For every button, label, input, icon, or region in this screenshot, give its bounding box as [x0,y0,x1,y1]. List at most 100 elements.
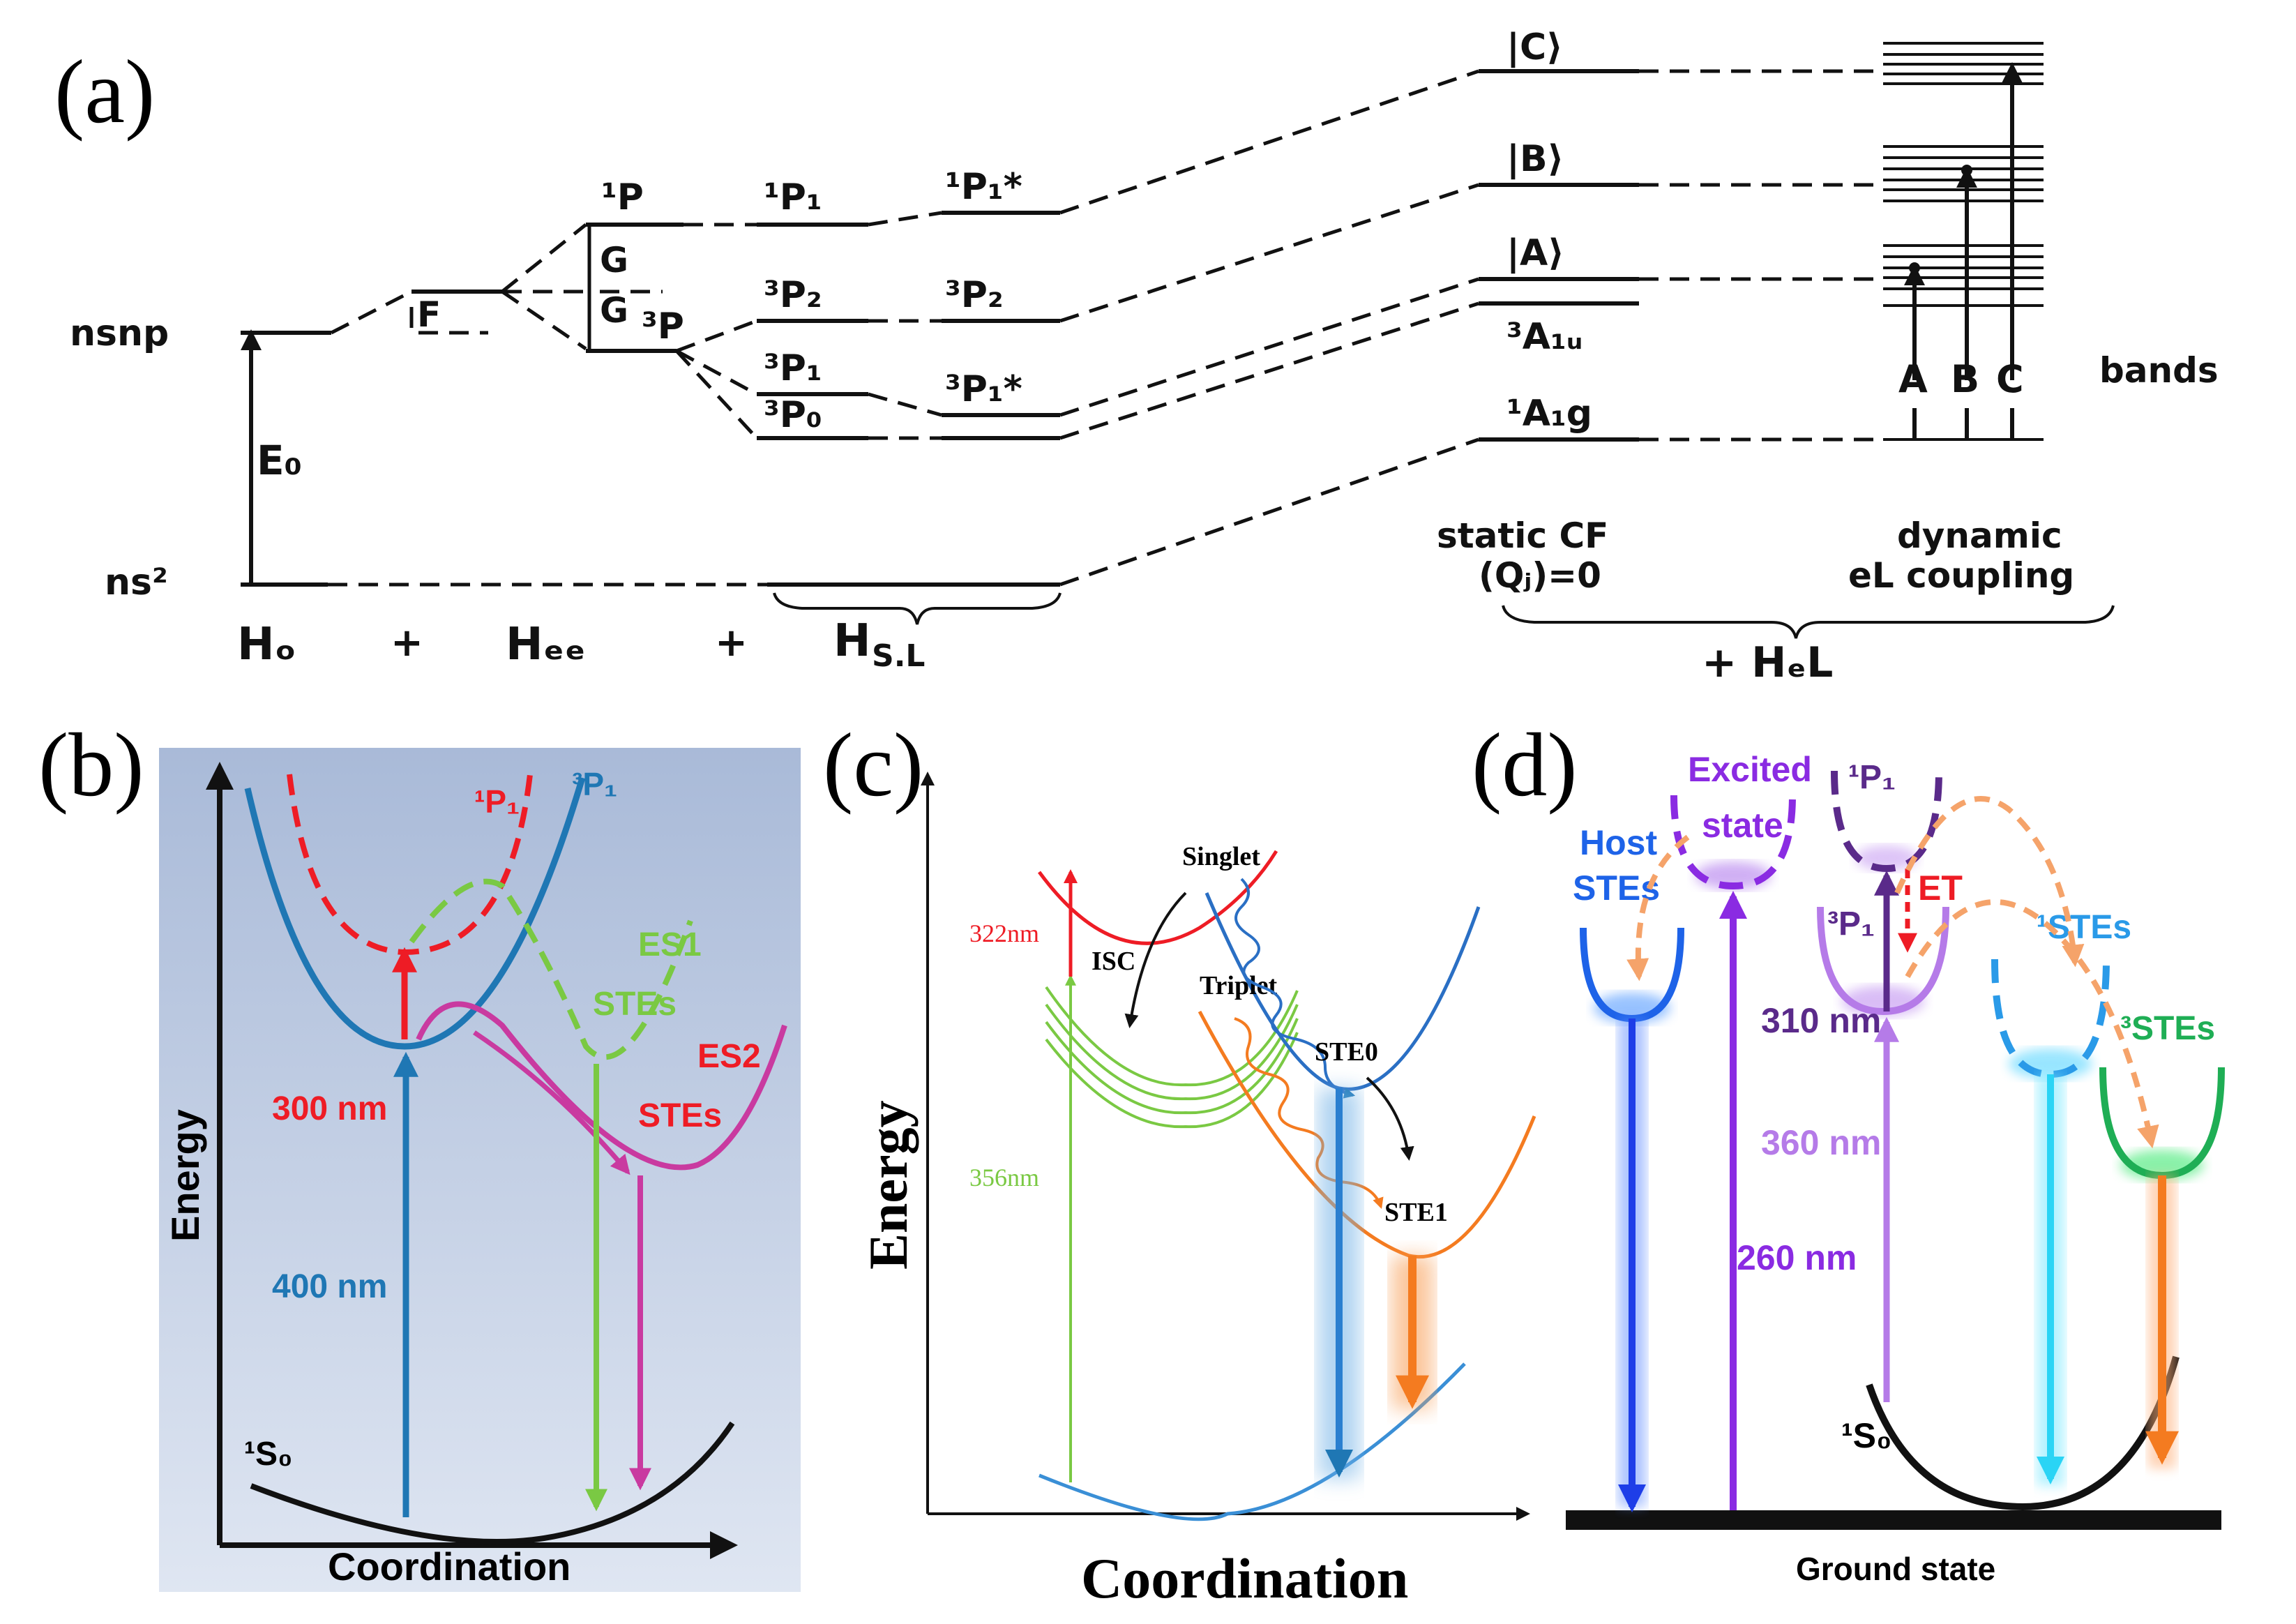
c-isc-label: ISC [1092,947,1135,976]
b-3p1-label: ³P₁ [572,766,617,802]
panel-b: (b) Energy Coordination ¹S₀ ³P₁ ¹P₁ ES1 … [38,715,801,1592]
d-excited-label: Excited [1688,750,1812,789]
static-q-label: (Qⱼ)=0 [1479,555,1601,596]
band-letter-b: B [1951,357,1979,401]
c-ste1-label: STE1 [1384,1198,1448,1227]
dynamic-label-2: eL coupling [1848,555,2074,596]
c-x-axis-label: Coordination [1081,1547,1408,1610]
hsl-brace [773,592,1062,625]
c-ste0-ste1-arrow [1366,1076,1414,1161]
c-state-label: |C⟩ [1506,27,1563,68]
panel-c-label: (c) [823,715,923,815]
panel-d: (d) Ground state ¹S₀ Host STEs Excited s… [1472,715,2225,1587]
c-triplet-label: Triplet [1200,971,1278,1000]
3p0-label: ³P₀ [764,394,822,436]
c-triplet-curves [1045,1032,1299,1129]
panel-b-label: (b) [38,715,144,815]
g1-label: G [600,240,628,280]
d-360nm-label: 360 nm [1761,1123,1881,1162]
d-260nm-label: 260 nm [1737,1238,1857,1277]
d-et-label: ET [1918,869,1963,908]
1p-label: ¹P [601,176,644,218]
c-isc-arrow [1124,892,1187,1028]
panel-c: (c) Energy Coordination 322nm 356nm ISC … [823,715,1536,1610]
b-x-axis-label: Coordination [328,1544,571,1588]
d-1stes-well [1991,958,2110,1078]
band-letter-a: A [1898,357,1928,401]
c-singlet-label: Singlet [1182,842,1260,871]
b-es2-label: ES2 [697,1038,761,1075]
a1g-label: ¹A₁g [1506,393,1592,435]
c-singlet-relax [1234,878,1356,1099]
b-es1-label: ES1 [638,926,702,963]
c-ste0-label: STE0 [1315,1037,1378,1067]
a1u-label: ³A₁ᵤ [1506,316,1583,358]
c-ste1-curve [1198,1010,1536,1258]
hel-brace [1502,605,2115,639]
c-322nm-label: 322nm [969,919,1039,947]
c-ground-curve [1039,1362,1466,1521]
b-3p1-curve [244,776,586,1050]
3p1s-label: ³P₁* [945,368,1022,410]
dynamic-label: dynamic [1897,516,2062,556]
1p1s-label: ¹P₁* [945,166,1022,208]
3p2b-label: ³P₂ [945,274,1004,316]
b-1p1-label: ¹P₁ [474,783,520,820]
a-state-label: |A⟩ [1506,232,1564,274]
b-transfer-arrow [473,1030,630,1175]
d-transfer-host [1626,834,1690,982]
d-transfer-1stes [1894,796,2085,968]
d-excited-label-2: state [1702,806,1783,845]
nsnp-label: nsnp [70,313,169,354]
panel-d-label: (d) [1472,715,1578,815]
b-state-label: |B⟩ [1506,138,1564,180]
d-1p1-well [1831,770,1942,873]
c-y-axis-label: Energy [858,1100,919,1270]
c-356nm-label: 356nm [969,1164,1039,1191]
d-3p1-label: ³P₁ [1827,905,1875,942]
hsl-label: H [833,615,871,667]
b-es1-stes-label: STEs [593,986,677,1023]
plus-2: + [715,620,748,666]
1p1-label: ¹P₁ [764,176,822,218]
ns2-label: ns² [105,562,168,603]
plus-1: + [391,620,423,666]
b-s0-label: ¹S₀ [244,1436,293,1473]
b-y-axis-label: Energy [163,1109,207,1242]
d-1p1-label: ¹P₁ [1848,759,1896,796]
panel-a-label: (a) [54,42,155,142]
h0-label: Hₒ [237,619,296,670]
3p1-label: ³P₁ [764,347,822,389]
d-3stes-label: ³STEs [2120,1010,2215,1047]
b-es1-curve [409,878,693,1060]
d-3p1-well [1817,906,1949,1016]
b-es2-curve [416,1001,787,1171]
d-s0-curve [1866,1355,2180,1511]
band-letter-c: C [1996,357,2024,401]
b-s0-curve [250,1421,735,1544]
hel-label: + HₑL [1702,638,1833,687]
d-s0-label: ¹S₀ [1841,1416,1892,1455]
hsl-sub: S.L [872,638,925,674]
d-310nm-label: 310 nm [1761,1001,1881,1040]
d-ground-label: Ground state [1796,1551,1995,1587]
c-singlet-curve [1037,850,1278,945]
3p2-label: ³P₂ [764,274,822,316]
f-label: F [417,294,441,335]
g2-label: G [600,290,628,331]
hee-label: Hₑₑ [506,619,586,670]
d-transfer-3stes [1905,899,2159,1149]
panel-b-background [159,748,801,1592]
b-400nm-label: 400 nm [272,1268,387,1305]
e0-label: E₀ [257,437,302,484]
d-host-label: Host [1580,823,1657,862]
b-300nm-label: 300 nm [272,1090,387,1127]
static-cf-label: static CF [1437,516,1608,556]
b-es2-stes-label: STEs [638,1097,722,1134]
3p-label: ³P [642,306,684,347]
band-stacks [1883,42,2044,441]
bands-label: bands [2099,350,2219,391]
panel-a: (a) E₀ nsnp ns² F G G ¹P ³P [54,27,2219,687]
d-ground-bar [1566,1510,2221,1530]
